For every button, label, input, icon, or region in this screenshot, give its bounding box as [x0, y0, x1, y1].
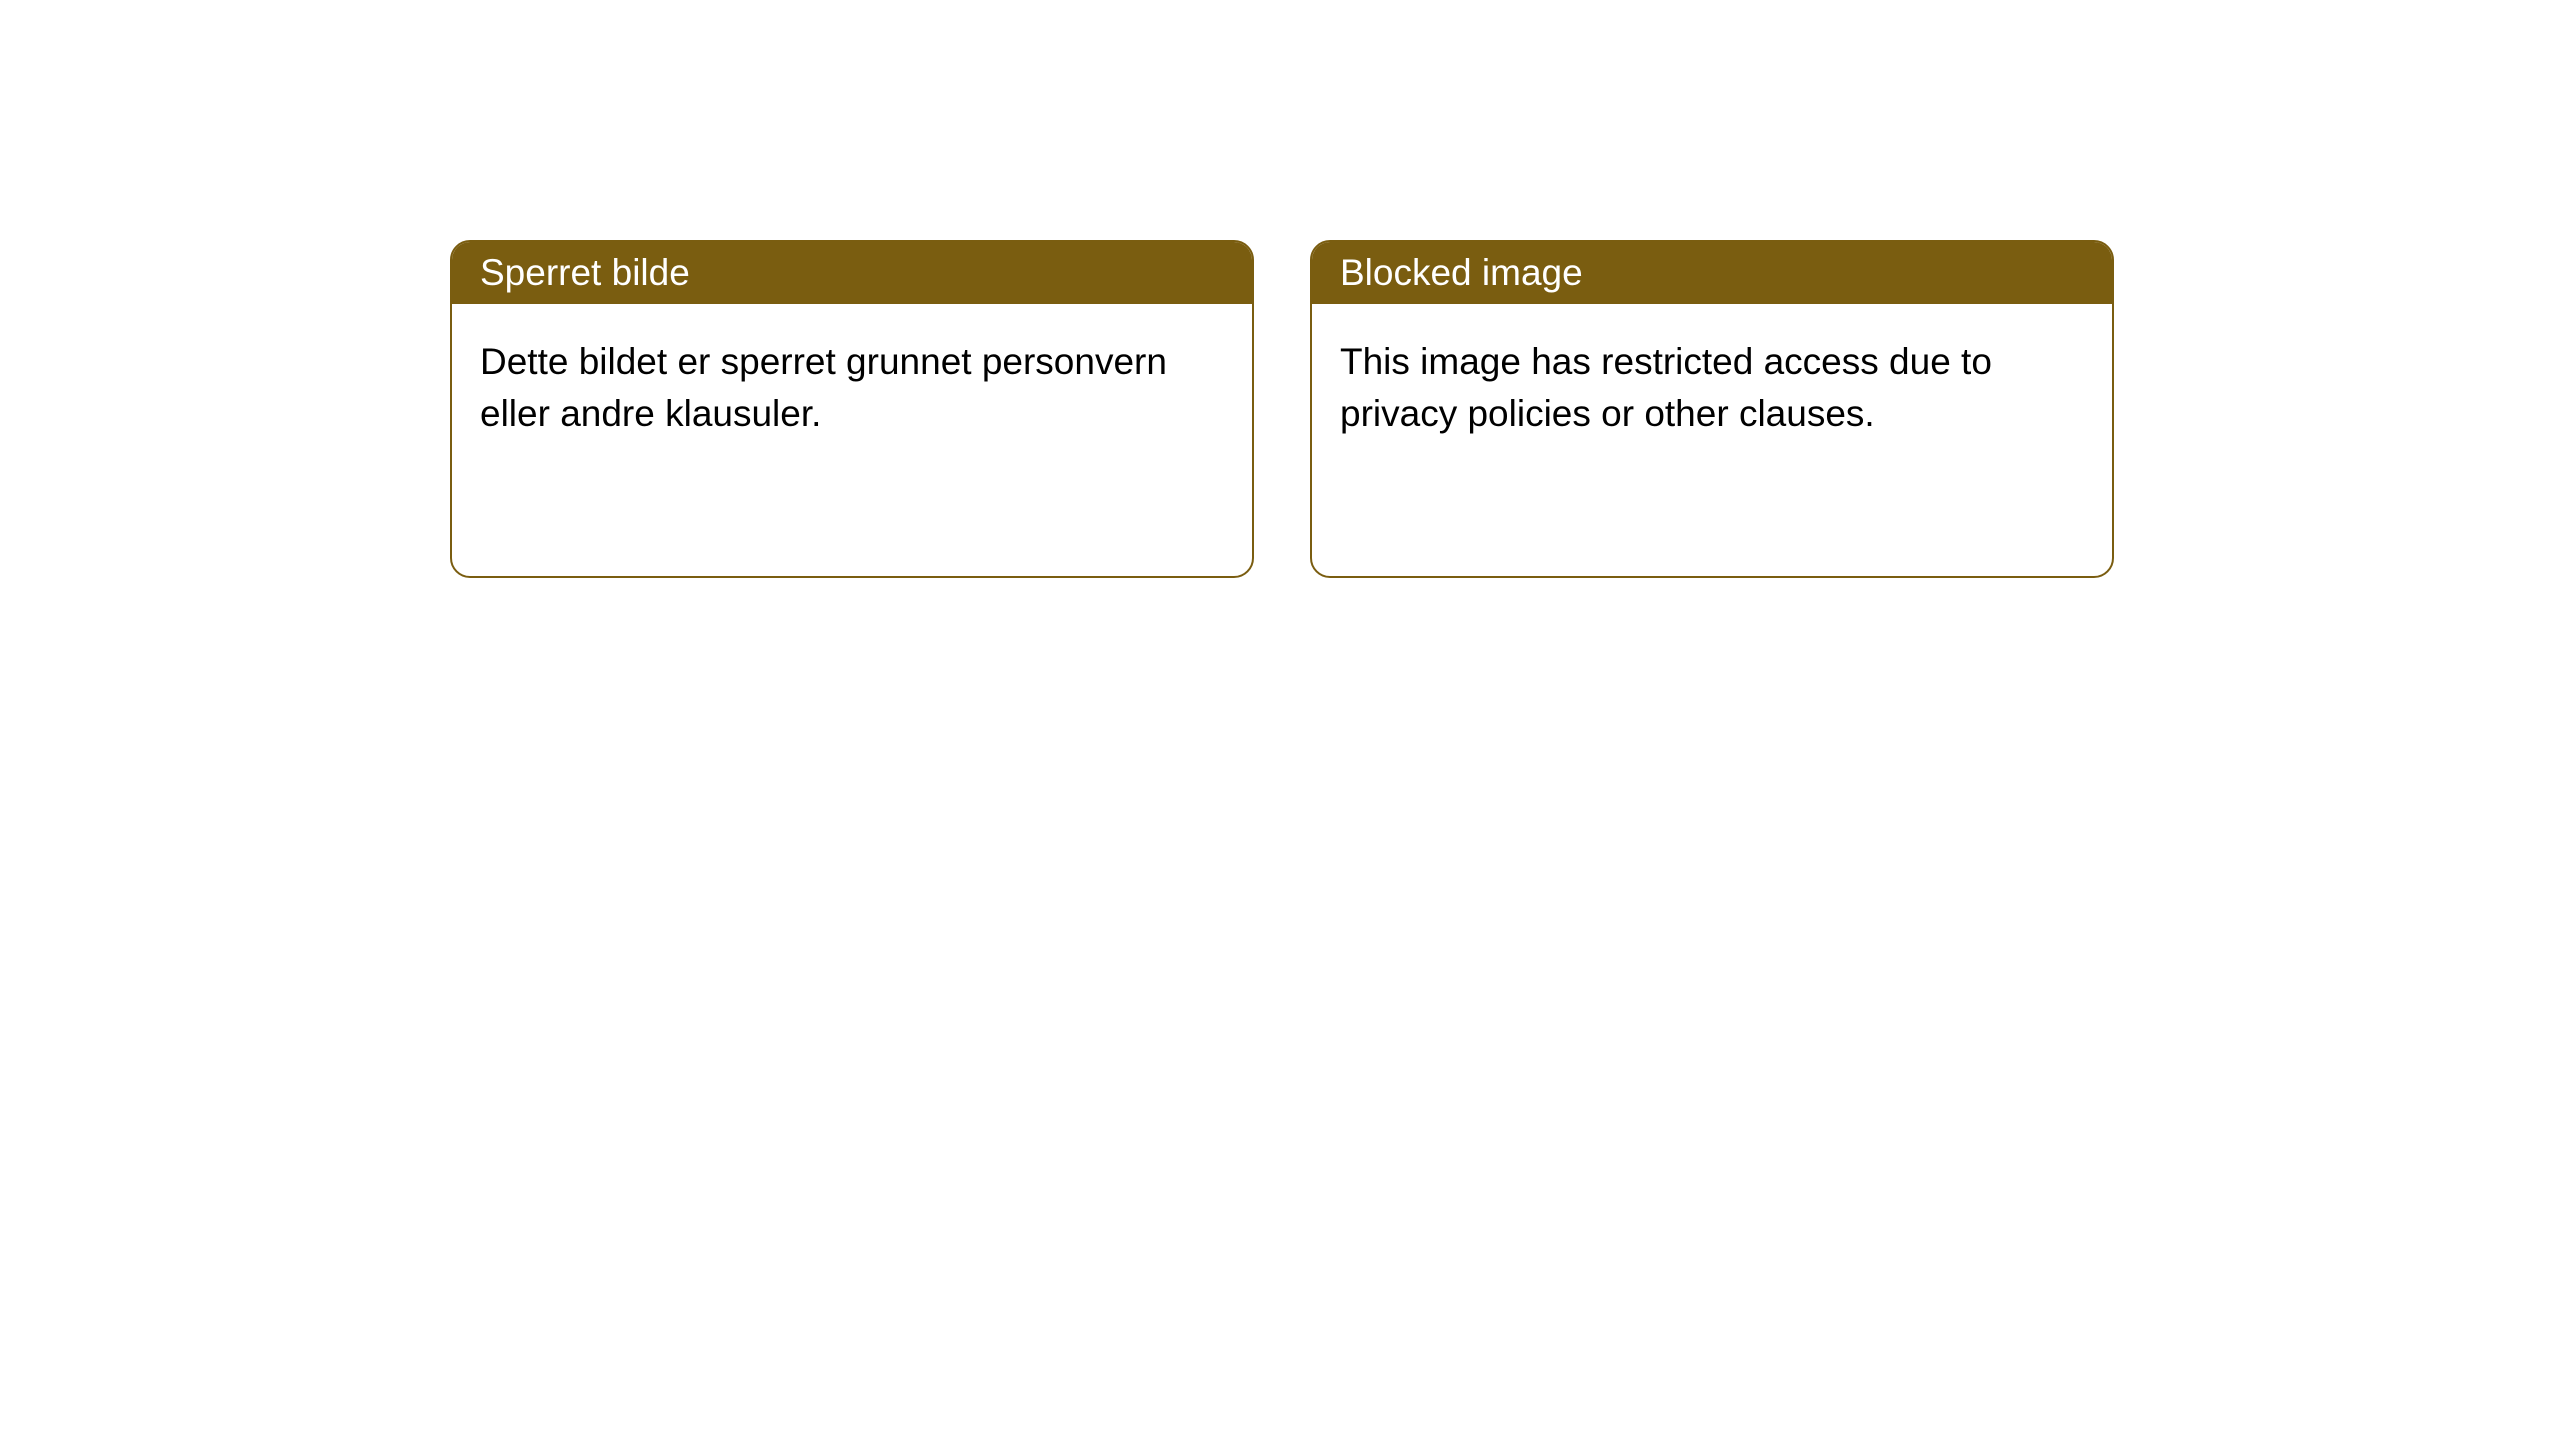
notice-card-english: Blocked image This image has restricted …: [1310, 240, 2114, 578]
notice-card-norwegian: Sperret bilde Dette bildet er sperret gr…: [450, 240, 1254, 578]
notice-title-english: Blocked image: [1312, 242, 2112, 304]
notice-body-english: This image has restricted access due to …: [1312, 304, 2112, 576]
notice-title-norwegian: Sperret bilde: [452, 242, 1252, 304]
notice-body-norwegian: Dette bildet er sperret grunnet personve…: [452, 304, 1252, 576]
notice-cards-container: Sperret bilde Dette bildet er sperret gr…: [0, 0, 2560, 578]
